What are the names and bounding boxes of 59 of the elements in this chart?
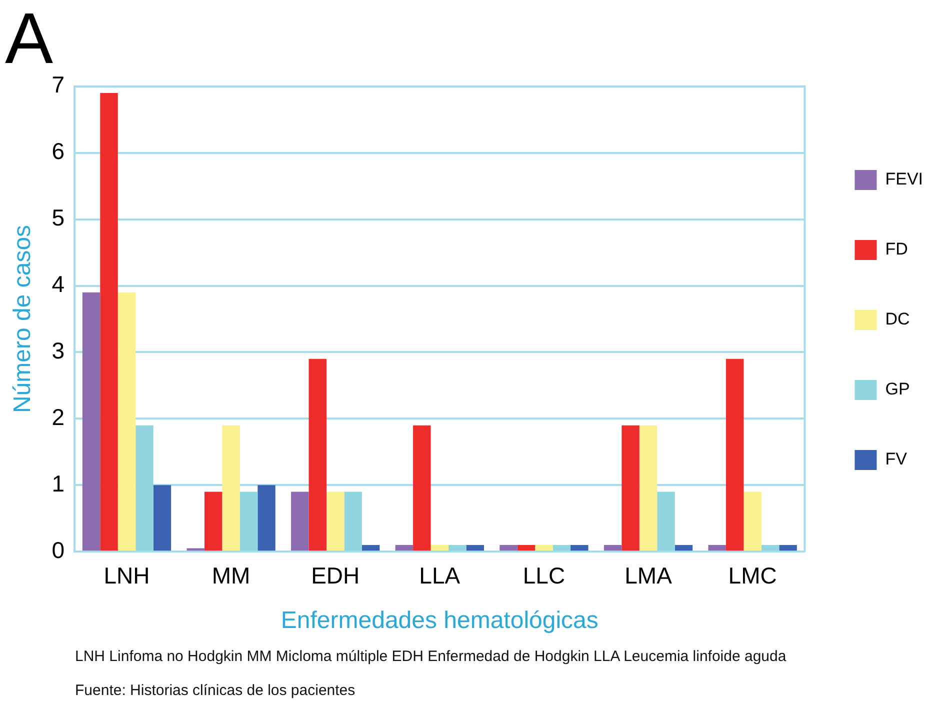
bar (118, 292, 136, 551)
bar (448, 544, 466, 551)
y-axis-title: Número de casos (9, 224, 36, 414)
bar (291, 492, 309, 551)
legend-label: GP (885, 380, 910, 399)
y-tick-label: 0 (52, 536, 65, 563)
x-tick-label: LLC (522, 562, 566, 589)
bar (552, 544, 571, 551)
y-tick-label: 3 (52, 338, 65, 364)
bar (517, 544, 536, 551)
bar (761, 544, 780, 551)
bar (622, 425, 640, 551)
bar (362, 544, 380, 551)
bar (136, 425, 154, 551)
bar (535, 544, 553, 551)
y-tick-label: 6 (52, 138, 65, 164)
bar (639, 425, 658, 551)
text: LNH Linfoma no Hodgkin MM Micloma múltiple EDH Enfermedad de Hodgkin LLA Leucemia linfoide aguda (75, 648, 786, 665)
bar (674, 544, 693, 551)
legend-label: FD (885, 240, 908, 259)
y-tick-label: 4 (52, 271, 65, 298)
bar (570, 544, 588, 551)
bar (413, 425, 431, 551)
bar (204, 492, 222, 551)
y-tick-label: 7 (52, 72, 65, 98)
bar (604, 544, 622, 551)
x-tick-label: MM (212, 562, 250, 589)
bar (395, 544, 414, 551)
y-tick-label: 1 (52, 470, 65, 496)
x-tick-label: LMC (728, 562, 777, 589)
legend-label: FV (885, 450, 908, 469)
legend-label: FEVI (885, 170, 924, 189)
bar (744, 492, 762, 551)
x-tick-label: LMA (624, 562, 673, 589)
bar (779, 544, 797, 551)
x-tick-label: LNH (104, 562, 150, 589)
bar (500, 544, 518, 551)
y-tick-label: 5 (52, 204, 65, 231)
source-note: Fuente: Historias clínicas de los pacientes (75, 682, 356, 699)
y-tick-label: 2 (52, 404, 65, 430)
legend-label: DC (885, 310, 910, 329)
bar (240, 492, 258, 551)
bar (466, 544, 484, 551)
x-tick-label: EDH (311, 562, 360, 589)
bar (308, 358, 326, 551)
x-tick-label: LLA (419, 562, 461, 589)
bar (726, 358, 744, 551)
bar (344, 492, 362, 551)
bar (153, 485, 172, 551)
bar (100, 93, 118, 551)
bar (82, 292, 100, 551)
chart-title: A (5, 0, 54, 80)
bar (222, 425, 240, 551)
bar (708, 544, 726, 551)
bar (657, 492, 675, 551)
bar (258, 485, 276, 551)
bar (430, 544, 449, 551)
x-axis-title: Enfermedades hematológicas (280, 607, 598, 634)
bar (326, 492, 344, 551)
